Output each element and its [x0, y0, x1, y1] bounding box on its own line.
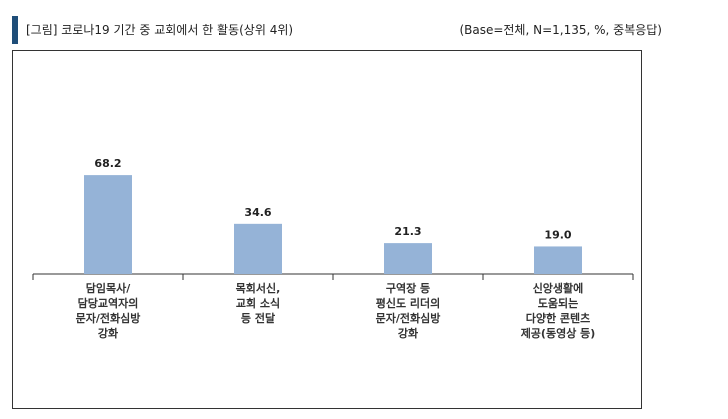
- category-label: 다양한 콘텐츠: [526, 311, 591, 325]
- bar: [84, 175, 132, 274]
- data-label: 21.3: [394, 225, 421, 238]
- category-label: 구역장 등: [386, 281, 430, 295]
- category-label: 문자/전화심방: [76, 311, 141, 325]
- category-label: 담당교역자의: [78, 296, 139, 310]
- category-label: 문자/전화심방: [376, 311, 441, 325]
- bar: [234, 223, 282, 274]
- data-label: 68.2: [94, 157, 121, 170]
- chart-title: [그림] 코로나19 기간 중 교회에서 한 활동(상위 4위): [26, 23, 294, 37]
- bar: [534, 246, 582, 274]
- base-note: (Base=전체, N=1,135, %, 중복응답): [459, 23, 662, 37]
- category-label: 강화: [98, 326, 118, 340]
- bar: [384, 243, 432, 274]
- title-accent-bar: [12, 16, 18, 44]
- data-label: 19.0: [544, 228, 571, 241]
- category-label: 강화: [398, 326, 418, 340]
- data-label: 34.6: [244, 206, 271, 219]
- category-label: 도움되는: [538, 296, 578, 310]
- category-label: 제공(동영상 등): [521, 326, 596, 340]
- category-label: 평신도 리더의: [376, 296, 441, 310]
- category-label: 등 전달: [241, 311, 275, 325]
- category-label: 교회 소식: [236, 296, 280, 310]
- category-label: 목회서신,: [236, 281, 281, 295]
- category-label: 담임목사/: [86, 281, 131, 295]
- category-label: 신앙생활에: [533, 281, 584, 295]
- chart-frame: 68.2 담임목사/담당교역자의 문자/전화심방 강화 34.6 목회서신, 교회 소식 등 …: [12, 50, 642, 409]
